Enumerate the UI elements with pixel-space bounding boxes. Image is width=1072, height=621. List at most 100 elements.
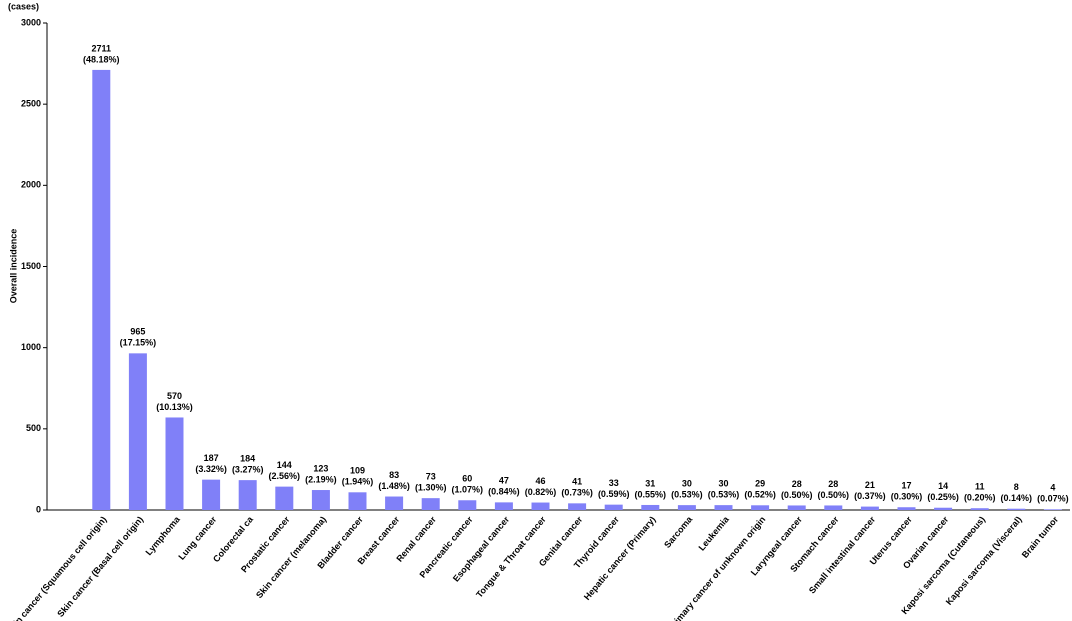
percent-label: (0.25%): [927, 492, 959, 502]
bar: [238, 480, 257, 510]
bar: [275, 486, 294, 510]
x-tick-label: Skin cancer (melanoma): [254, 514, 328, 600]
value-label: 30: [682, 479, 692, 489]
bar: [751, 505, 770, 510]
percent-label: (1.48%): [378, 481, 410, 491]
percent-label: (10.13%): [156, 402, 193, 412]
percent-label: (2.56%): [269, 471, 301, 481]
bar: [934, 507, 953, 510]
value-label: 21: [865, 480, 875, 490]
percent-label: (3.27%): [232, 465, 264, 475]
bar: [568, 503, 587, 510]
y-tick-label: 1500: [21, 261, 41, 271]
value-label: 4: [1050, 483, 1055, 493]
percent-label: (1.94%): [342, 477, 374, 487]
x-tick-label: Lymphoma: [144, 514, 183, 558]
value-label: 31: [645, 478, 655, 488]
value-label: 123: [313, 463, 328, 473]
y-tick-label: 2500: [21, 99, 41, 109]
value-label: 83: [389, 470, 399, 480]
y-tick-label: 2000: [21, 180, 41, 190]
value-label: 47: [499, 476, 509, 486]
bar: [1043, 509, 1062, 510]
percent-label: (48.18%): [83, 54, 120, 64]
x-tick-label: Sarcoma: [662, 514, 695, 550]
percent-label: (0.55%): [635, 489, 667, 499]
x-tick-label: Brain tumor: [1020, 514, 1061, 560]
percent-label: (1.07%): [452, 485, 484, 495]
bar: [311, 490, 330, 510]
percent-label: (0.14%): [1001, 493, 1033, 503]
value-label: 73: [426, 472, 436, 482]
bar: [787, 505, 806, 510]
percent-label: (0.73%): [561, 488, 593, 498]
value-label: 965: [130, 327, 145, 337]
bar: [531, 502, 550, 510]
unit-label: (cases): [8, 1, 39, 11]
bar: [385, 496, 404, 510]
value-label: 109: [350, 466, 365, 476]
bar: [641, 504, 660, 510]
percent-label: (0.37%): [854, 491, 886, 501]
value-label: 33: [609, 478, 619, 488]
bar: [677, 505, 696, 510]
y-tick-label: 3000: [21, 17, 41, 27]
value-label: 14: [938, 481, 948, 491]
y-tick-label: 1000: [21, 342, 41, 352]
value-label: 144: [277, 460, 292, 470]
bar: [421, 498, 440, 510]
bar: [494, 502, 513, 510]
x-tick-label: Kaposi sarcoma (Visceral): [944, 514, 1024, 607]
percent-label: (1.30%): [415, 483, 447, 493]
y-tick-label: 0: [36, 504, 41, 514]
bar: [714, 505, 733, 510]
bar: [92, 69, 111, 510]
percent-label: (0.59%): [598, 489, 630, 499]
x-tick-label: Hepatic cancer (Primary): [582, 514, 658, 602]
y-tick-label: 500: [26, 423, 41, 433]
bar: [897, 507, 916, 510]
percent-label: (0.20%): [964, 493, 996, 503]
percent-label: (2.19%): [305, 474, 337, 484]
y-axis-label: Overall incidence: [8, 229, 18, 304]
value-label: 28: [792, 479, 802, 489]
value-label: 570: [167, 391, 182, 401]
x-tick-label: Tongue & Throat cancer: [474, 514, 548, 600]
value-label: 29: [755, 479, 765, 489]
percent-label: (0.53%): [671, 490, 703, 500]
percent-label: (0.84%): [488, 487, 520, 497]
percent-label: (0.50%): [818, 490, 850, 500]
value-label: 28: [828, 479, 838, 489]
bar: [604, 504, 623, 510]
bar: [348, 492, 367, 510]
value-label: 30: [718, 479, 728, 489]
bar: [970, 508, 989, 510]
x-tick-label: Small intestinal cancer: [807, 514, 878, 596]
value-label: 60: [462, 474, 472, 484]
value-label: 184: [240, 454, 255, 464]
bar: [860, 506, 879, 510]
percent-label: (3.32%): [195, 464, 227, 474]
percent-label: (0.53%): [708, 490, 740, 500]
bar: [202, 479, 221, 510]
percent-label: (0.07%): [1037, 494, 1069, 504]
value-label: 11: [975, 482, 985, 492]
percent-label: (0.30%): [891, 492, 923, 502]
bar: [458, 500, 477, 510]
x-tick-label: Leukemia: [696, 514, 731, 553]
bar: [1007, 508, 1026, 510]
value-label: 8: [1014, 482, 1019, 492]
percent-label: (0.50%): [781, 490, 813, 500]
bar: [165, 417, 184, 510]
value-label: 17: [901, 481, 911, 491]
bar: [824, 505, 843, 510]
value-label: 46: [535, 476, 545, 486]
value-label: 41: [572, 477, 582, 487]
percent-label: (0.82%): [525, 487, 557, 497]
value-label: 2711: [92, 43, 112, 53]
percent-label: (0.52%): [744, 490, 776, 500]
percent-label: (17.15%): [120, 338, 157, 348]
bar: [128, 353, 147, 510]
